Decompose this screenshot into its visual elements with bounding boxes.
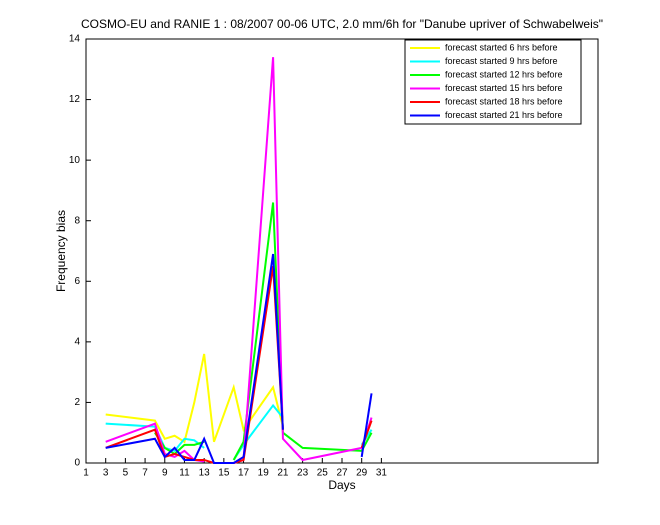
legend-label: forecast started 21 hrs before — [445, 110, 563, 120]
y-tick-label: 8 — [74, 215, 80, 226]
y-tick-label: 14 — [69, 34, 81, 45]
x-tick-label: 19 — [258, 468, 270, 479]
x-tick-label: 29 — [356, 468, 368, 479]
x-tick-label: 7 — [142, 468, 148, 479]
x-tick-label: 5 — [123, 468, 129, 479]
series-line — [154, 432, 205, 456]
y-tick-label: 10 — [69, 155, 81, 166]
x-tick-label: 31 — [376, 468, 388, 479]
legend-label: forecast started 15 hrs before — [445, 83, 563, 93]
series-line — [360, 393, 373, 458]
chart-title: COSMO-EU and RANIE 1 : 08/2007 00-06 UTC… — [81, 17, 603, 31]
x-tick-label: 1 — [83, 468, 89, 479]
y-tick-label: 4 — [74, 336, 80, 347]
legend-label: forecast started 6 hrs before — [445, 42, 558, 52]
x-tick-label: 27 — [336, 468, 348, 479]
x-tick-label: 3 — [103, 468, 109, 479]
y-tick-label: 0 — [74, 458, 80, 469]
legend-box — [404, 39, 582, 125]
x-tick-label: 13 — [199, 468, 211, 479]
y-tick-label: 12 — [69, 94, 81, 105]
x-tick-label: 21 — [277, 468, 289, 479]
series-line — [105, 253, 284, 464]
y-tick-label: 2 — [74, 397, 80, 408]
x-tick-label: 25 — [317, 468, 329, 479]
x-tick-label: 15 — [218, 468, 230, 479]
y-axis-label: Frequency bias — [54, 210, 68, 292]
y-tick-label: 6 — [74, 276, 80, 287]
legend-label: forecast started 9 hrs before — [445, 56, 558, 66]
x-axis-label: Days — [328, 478, 355, 492]
x-tick-label: 9 — [162, 468, 168, 479]
legend-label: forecast started 12 hrs before — [445, 69, 563, 79]
legend-label: forecast started 18 hrs before — [445, 96, 563, 106]
x-tick-label: 23 — [297, 468, 309, 479]
x-tick-label: 17 — [238, 468, 250, 479]
x-tick-label: 11 — [179, 468, 190, 479]
